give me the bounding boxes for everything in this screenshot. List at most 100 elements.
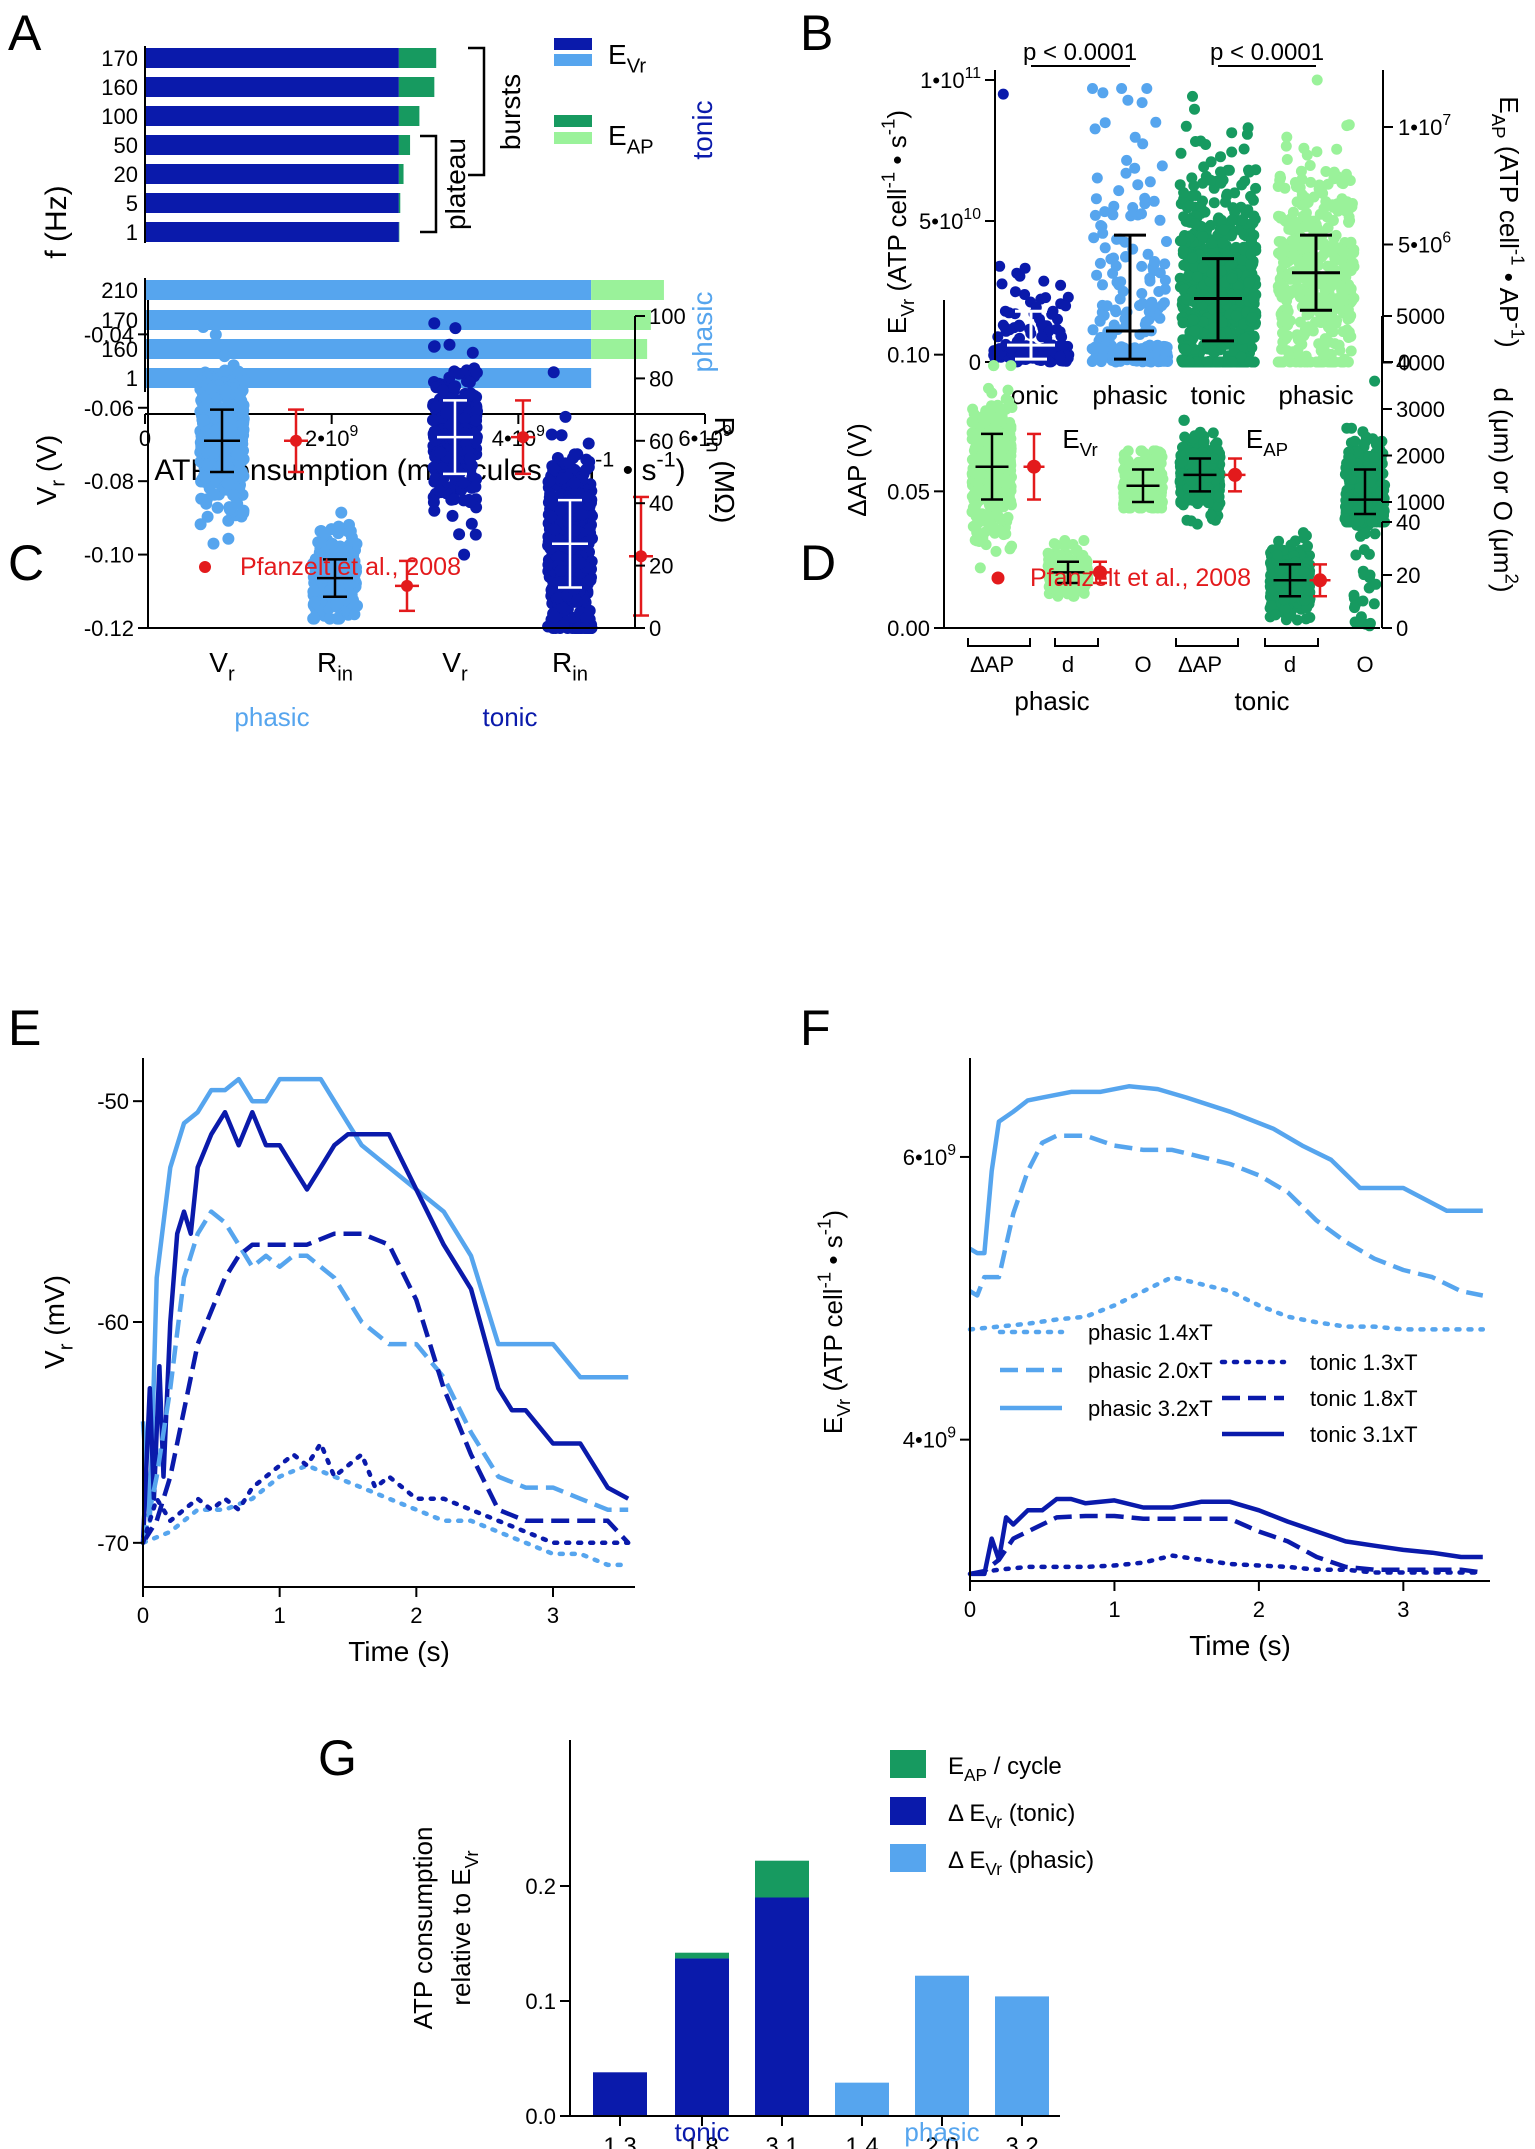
scatter-point-1: [1129, 162, 1141, 174]
p-value-eap: p < 0.0001: [1210, 39, 1324, 66]
scatter-point-2: [1191, 271, 1203, 283]
scatter-point-1: [1148, 195, 1160, 207]
scatter-point-3: [1205, 509, 1217, 521]
scatter-point-3: [1299, 327, 1311, 339]
y-tick-label-right: 5•106: [1398, 230, 1451, 258]
scatter-point-1: [344, 525, 357, 538]
scatter-point-2: [1248, 210, 1260, 222]
scatter-point-2: [1136, 445, 1148, 457]
scatter-point-2: [1208, 197, 1220, 209]
label-part: V: [442, 647, 461, 678]
scatter-point-0: [1019, 262, 1031, 274]
scatter-point-3: [1281, 329, 1292, 341]
scatter-point-2: [1226, 214, 1238, 226]
scatter-point-3: [557, 619, 570, 632]
scatter-point-1: [1116, 83, 1128, 94]
scatter-point-0: [1013, 319, 1025, 331]
scatter-point-1: [1099, 206, 1111, 218]
scatter-point-3: [1275, 278, 1287, 290]
y-tick-label-left: -0.08: [84, 469, 134, 494]
scatter-point-2: [464, 452, 477, 465]
scatter-point-2: [1187, 190, 1198, 202]
scatter-point-1: [1129, 131, 1141, 143]
label-part: p: [1023, 39, 1036, 66]
scatter-point-2: [1176, 234, 1188, 246]
scatter-point-3: [1202, 471, 1214, 483]
scatter-point-1: [1122, 94, 1134, 106]
scatter-point-2: [1242, 122, 1254, 134]
legend-swatch-evr-phasic: [554, 54, 592, 66]
scatter-point-1: [1089, 209, 1101, 221]
scatter-point-3: [1213, 491, 1225, 503]
scatter-point-3: [1178, 414, 1190, 426]
scatter-point-2: [1188, 343, 1200, 355]
phasic-bar-eap-210: [591, 280, 664, 300]
scatter-point-3: [1279, 182, 1291, 194]
scatter-point-3: [580, 491, 593, 504]
scatter-point-3: [1302, 197, 1314, 208]
scatter-point-2: [428, 504, 441, 517]
scatter-point-2: [1246, 235, 1257, 247]
tonic-bar-eap-50: [398, 135, 411, 155]
scatter-point-2: [1150, 445, 1162, 457]
scatter-point-3: [1336, 284, 1348, 296]
scatter-point-1: [1121, 154, 1133, 166]
scatter-point-2: [1187, 252, 1198, 264]
scatter-point-3: [1305, 176, 1317, 188]
tonic-tick-label: 20: [114, 162, 138, 187]
scatter-point-3: [1179, 431, 1191, 443]
label-part: -1: [1508, 249, 1529, 266]
scatter-point-3: [1340, 168, 1352, 180]
x-tick-label: Rin: [552, 647, 588, 685]
scatter-point-3: [554, 564, 567, 577]
label-part: phasic: [687, 292, 718, 373]
scatter-point-2: [1232, 280, 1244, 292]
scatter-point-1: [1146, 300, 1158, 312]
scatter-point-2: [1183, 270, 1195, 282]
group-label-evr: EVr: [1062, 424, 1097, 460]
scatter-point-1: [1101, 300, 1113, 312]
scatter-point-3: [1296, 338, 1308, 350]
scatter-point-3: [1284, 356, 1296, 368]
scatter-point-0: [1046, 308, 1058, 320]
y-tick-label-left: -0.12: [84, 616, 134, 641]
scatter-point-2: [1223, 164, 1235, 176]
tonic-tick-label: 5: [126, 191, 138, 216]
label-part: ): [676, 454, 686, 487]
scatter-point-0: [1055, 279, 1067, 291]
x-tick-label: Rin: [317, 647, 353, 685]
panel-label-b: B: [800, 5, 833, 61]
scatter-point-2: [436, 384, 449, 397]
scatter-point-3: [1345, 283, 1357, 295]
tonic-bar-evr-20: [145, 164, 399, 184]
scatter-point-0: [221, 477, 234, 490]
phasic-bar-eap-170: [591, 310, 651, 330]
scatter-point-1: [1127, 202, 1139, 213]
phasic-bar-evr-210: [145, 280, 592, 300]
scatter-point-3: [1299, 221, 1311, 233]
scatter-point-3: [1329, 356, 1341, 368]
scatter-point-1: [1149, 256, 1160, 267]
label-part: 160: [101, 75, 138, 100]
plateau-label: plateau: [440, 138, 471, 230]
scatter-point-2: [453, 528, 466, 541]
summary-bar-2: [1194, 257, 1242, 343]
scatter-point-3: [1331, 143, 1343, 155]
label-part: -1: [877, 172, 898, 189]
label-part: -1: [656, 447, 675, 472]
scatter-point-1: [1120, 251, 1131, 263]
scatter-point-2: [1207, 345, 1219, 357]
scatter-point-2: [1226, 146, 1238, 158]
scatter-point-2: [1207, 284, 1219, 296]
scatter-point-3: [1276, 356, 1288, 368]
scatter-point-0: [197, 321, 210, 333]
label-part: 20: [114, 162, 138, 187]
legend-swatch-eap-tonic: [554, 115, 592, 127]
scatter-point-2: [446, 509, 459, 522]
panel-label-c: C: [8, 535, 44, 591]
scatter-point-0: [1003, 395, 1015, 407]
scatter-point-0: [1040, 292, 1052, 304]
group-label-phasic: phasic: [234, 702, 309, 732]
label-part: (ATP cell: [882, 188, 912, 298]
